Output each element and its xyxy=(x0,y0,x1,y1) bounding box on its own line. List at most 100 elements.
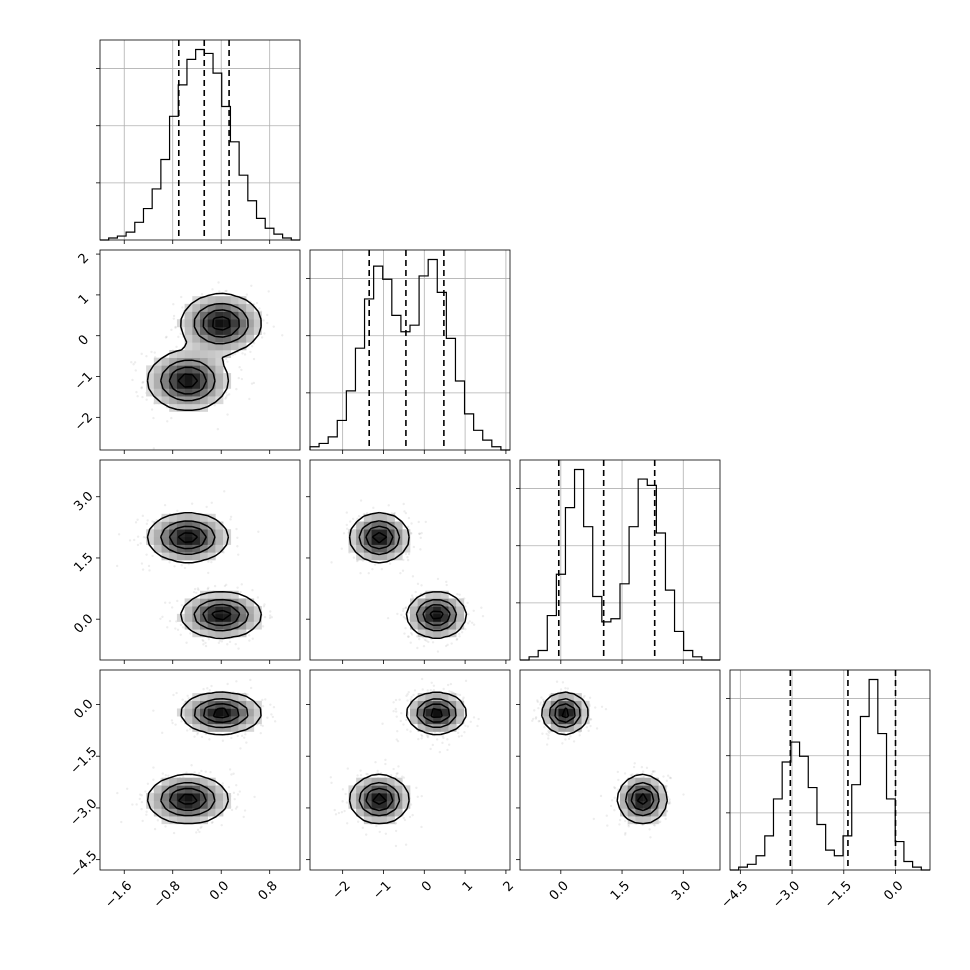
density-cell xyxy=(215,521,224,530)
density-cell xyxy=(394,544,403,553)
density-cell xyxy=(417,629,426,638)
sample-point xyxy=(161,615,164,619)
sample-point xyxy=(618,818,622,822)
density-cell xyxy=(238,319,247,328)
density-cell xyxy=(566,723,575,732)
sample-point xyxy=(159,552,162,555)
density-cell xyxy=(650,808,659,817)
sample-point xyxy=(361,826,364,829)
density-cell xyxy=(207,396,216,405)
scatter-panel-3-0 xyxy=(96,669,301,874)
sample-point xyxy=(256,596,260,599)
sample-point xyxy=(175,345,178,349)
density-cell xyxy=(410,621,418,630)
density-cell xyxy=(215,388,224,397)
density-cell xyxy=(448,693,457,702)
density-cell xyxy=(215,598,224,607)
density-cell xyxy=(573,708,582,717)
density-cell xyxy=(207,350,216,358)
sample-point xyxy=(462,696,465,699)
sample-point xyxy=(564,687,567,690)
sample-point xyxy=(432,688,436,692)
sample-point xyxy=(386,616,390,620)
density-cell xyxy=(184,793,193,802)
density-cell xyxy=(215,708,224,717)
sample-point xyxy=(208,738,211,741)
sample-point xyxy=(202,639,205,643)
sample-point xyxy=(416,646,419,650)
density-cell xyxy=(192,716,201,725)
sample-point xyxy=(207,571,210,575)
sample-point xyxy=(175,691,178,695)
sample-point xyxy=(196,587,200,590)
sample-point xyxy=(252,342,256,345)
sample-point xyxy=(264,698,267,701)
density-cell xyxy=(207,357,216,366)
sample-point xyxy=(272,705,276,709)
density-cell xyxy=(386,816,395,825)
sample-point xyxy=(330,561,333,564)
sample-point xyxy=(226,682,229,686)
sample-point xyxy=(221,739,225,742)
density-cell xyxy=(223,350,232,358)
sample-point xyxy=(145,553,148,556)
density-cell xyxy=(581,716,590,725)
sample-point xyxy=(267,290,270,293)
sample-point xyxy=(248,639,251,642)
sample-point xyxy=(170,606,174,609)
sample-point xyxy=(115,564,119,568)
sample-point xyxy=(193,587,197,591)
sample-point xyxy=(445,583,448,587)
sample-point xyxy=(427,640,430,644)
sample-point xyxy=(224,357,228,361)
density-cell xyxy=(253,613,262,622)
density-cell xyxy=(192,334,201,343)
sample-point xyxy=(133,361,137,364)
density-cell xyxy=(176,536,185,545)
density-cell xyxy=(223,303,232,312)
hist-panel-2 xyxy=(516,459,721,664)
sample-point xyxy=(117,533,121,536)
density-cell xyxy=(230,342,239,351)
sample-point xyxy=(141,819,144,823)
density-cell xyxy=(456,606,465,615)
density-cell xyxy=(440,590,449,599)
sample-point xyxy=(441,734,444,738)
density-cell xyxy=(207,544,216,553)
axes-frame xyxy=(519,669,721,871)
density-cell xyxy=(207,373,216,382)
density-cell xyxy=(192,613,201,622)
density-cell xyxy=(169,396,178,405)
density-cell xyxy=(207,388,216,397)
sample-point xyxy=(136,535,140,538)
density-cell xyxy=(371,552,380,561)
density-cell xyxy=(643,777,652,786)
density-cell xyxy=(550,700,559,709)
density-cell xyxy=(169,365,178,374)
sample-point xyxy=(234,642,237,646)
x-tick-label: 0 xyxy=(419,878,435,894)
sample-point xyxy=(343,809,346,813)
density-cell xyxy=(238,334,247,343)
density-cell xyxy=(184,521,193,530)
sample-point xyxy=(140,386,144,389)
density-cell xyxy=(176,350,185,358)
density-cell xyxy=(425,708,434,717)
sample-point xyxy=(357,514,361,518)
sample-point xyxy=(404,606,408,609)
sample-point xyxy=(359,773,363,777)
sample-point xyxy=(249,678,252,682)
density-cell xyxy=(223,629,232,638)
sample-point xyxy=(237,376,240,380)
density-cell xyxy=(184,388,193,397)
sample-point xyxy=(641,770,645,773)
density-cell xyxy=(153,544,162,553)
density-cell xyxy=(573,723,582,732)
sample-point xyxy=(209,771,212,774)
sample-point xyxy=(613,786,616,789)
sample-point xyxy=(236,536,239,539)
sample-point xyxy=(536,700,539,704)
sample-point xyxy=(231,353,235,357)
density-cell xyxy=(379,521,388,530)
sample-point xyxy=(624,819,627,823)
